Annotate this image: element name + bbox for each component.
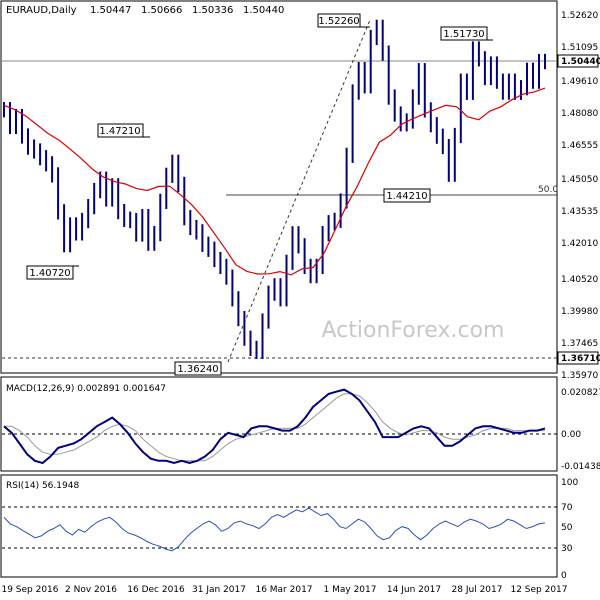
ohlc-low: 1.50336	[192, 5, 233, 16]
support-label: 1.36710	[561, 354, 600, 364]
trend-line	[227, 19, 371, 363]
x-tick: 1 May 2017	[324, 585, 377, 595]
price-y-tick: 1.42010	[561, 239, 598, 249]
annotation-swing-high-box	[97, 123, 144, 138]
annotation-pullback-label: 1.44210	[386, 191, 427, 202]
annotation-swing-low-box	[26, 265, 74, 280]
x-tick: 28 Jul 2017	[452, 585, 503, 595]
rsi-y-tick: 50	[561, 523, 573, 533]
fibonacci-50-label: 50.0	[538, 185, 558, 195]
watermark: ActionForex.com	[322, 318, 505, 343]
macd-y-tick: -0.014386	[561, 462, 600, 472]
price-y-tick: 1.46555	[561, 141, 598, 151]
price-candles	[3, 19, 546, 359]
ohlc-close: 1.50440	[243, 5, 284, 16]
annotation-swing-high-label: 1.47210	[99, 126, 140, 137]
macd-line	[3, 388, 546, 465]
price-y-tick: 1.43535	[561, 207, 598, 217]
annotation-pullback-box	[383, 188, 431, 203]
macd-y-tick: 0.020827	[561, 388, 600, 398]
moving-average-line	[3, 87, 546, 276]
price-y-tick: 1.48080	[561, 109, 598, 119]
macd-panel-frame	[0, 376, 558, 472]
annotation-swing-low-label: 1.40720	[29, 268, 70, 279]
x-tick: 14 Jun 2017	[387, 585, 441, 595]
x-tick: 2 Nov 2016	[65, 585, 117, 595]
price-y-tick: 1.52620	[561, 11, 598, 21]
price-y-tick: 1.35970	[561, 371, 598, 381]
last-price-tag	[557, 54, 599, 68]
last-price-label: 1.50440	[561, 57, 600, 67]
rsi-panel-frame	[0, 474, 558, 578]
rsi-y-tick: 70	[561, 503, 573, 513]
price-chart-title: EURAUD,Daily	[6, 5, 77, 16]
rsi-y-tick: 0	[561, 571, 567, 581]
price-y-tick: 1.40520	[561, 275, 598, 285]
support-tag	[557, 351, 599, 365]
rsi-line	[3, 507, 546, 552]
annotation-high-box	[317, 13, 361, 28]
ohlc-open: 1.50447	[90, 5, 131, 16]
price-y-tick: 1.37465	[561, 339, 598, 349]
x-tick: 16 Mar 2017	[255, 585, 312, 595]
price-y-tick: 1.51095	[561, 43, 598, 53]
annotation-high2-label: 1.51730	[443, 29, 484, 40]
rsi-y-tick: 30	[561, 544, 573, 554]
price-panel-frame	[0, 0, 558, 374]
rsi-title: RSI(14) 56.1948	[6, 481, 79, 491]
macd-title: MACD(12,26,9) 0.002891 0.001647	[6, 384, 166, 394]
annotation-high-label: 1.52260	[318, 16, 359, 27]
macd-signal-line	[4, 393, 545, 462]
ohlc-high: 1.50666	[141, 5, 182, 16]
annotation-high2-box	[440, 26, 488, 41]
annotation-low-label: 1.36240	[177, 364, 218, 375]
x-tick: 16 Dec 2016	[127, 585, 185, 595]
macd-y-tick: 0.00	[561, 430, 581, 440]
price-y-tick: 1.45050	[561, 175, 598, 185]
annotation-low-box	[174, 361, 222, 376]
x-tick: 19 Sep 2016	[1, 585, 58, 595]
rsi-y-tick: 100	[561, 478, 578, 488]
x-tick: 12 Sep 2017	[510, 585, 567, 595]
price-y-tick: 1.49610	[561, 77, 598, 87]
x-tick: 31 Jan 2017	[192, 585, 246, 595]
price-y-tick: 1.39980	[561, 307, 598, 317]
